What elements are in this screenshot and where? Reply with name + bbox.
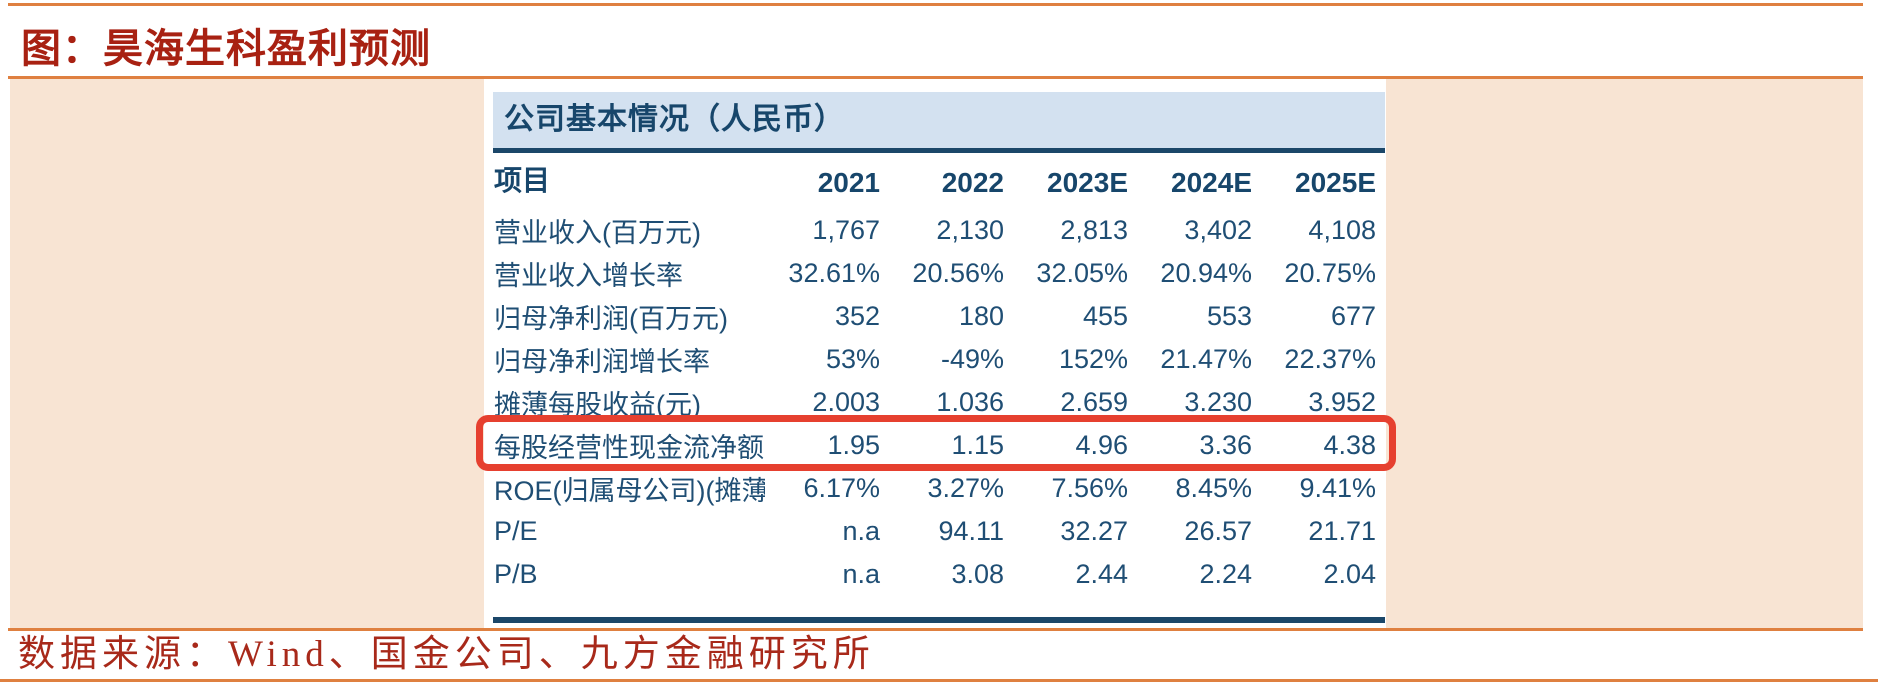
source-top-rule <box>8 628 1863 631</box>
cell-value: 53% <box>825 344 880 374</box>
table-row: P/E n.a 94.11 32.27 26.57 21.71 <box>493 510 1385 553</box>
row-label: 营业收入(百万元) <box>494 218 701 248</box>
table-row: 营业收入(百万元) 1,767 2,130 2,813 3,402 4,108 <box>493 209 1385 252</box>
cell-value: 1.95 <box>827 430 880 460</box>
cell-value: 21.71 <box>1308 516 1376 546</box>
cell-value: 20.75% <box>1284 258 1376 288</box>
cell-value: 677 <box>1330 301 1376 331</box>
cell-value: 2.003 <box>812 387 880 417</box>
cell-value: 4.96 <box>1075 430 1128 460</box>
cell-value: 7.56% <box>1051 473 1128 503</box>
column-header-2023e: 2023E <box>1047 167 1128 198</box>
cell-value: -49% <box>940 344 1004 374</box>
cell-value: 94.11 <box>938 516 1004 546</box>
row-label: 归母净利润(百万元) <box>494 304 728 334</box>
row-label: 每股经营性现金流净额 <box>494 433 764 463</box>
table-row: 归母净利润(百万元) 352 180 455 553 677 <box>493 295 1385 338</box>
cell-value: 32.61% <box>788 258 880 288</box>
cell-value: n.a <box>842 516 880 546</box>
page-title: 图：昊海生科盈利预测 <box>21 26 431 71</box>
row-label: 营业收入增长率 <box>494 261 683 291</box>
cell-value: 4,108 <box>1308 215 1376 245</box>
cell-value: 3.08 <box>951 559 1004 589</box>
financial-table-card: 公司基本情况（人民币） 项目 2021 2022 2023E 2024E 202… <box>484 79 1386 628</box>
row-label: 归母净利润增长率 <box>494 347 710 377</box>
table-band-title: 公司基本情况（人民币） <box>493 92 1385 148</box>
table-row-highlighted: 归母净利润增长率 53% -49% 152% 21.47% 22.37% <box>493 338 1385 381</box>
cell-value: 8.45% <box>1175 473 1252 503</box>
cell-value: 22.37% <box>1284 344 1376 374</box>
table-row: 摊薄每股收益(元) 2.003 1.036 2.659 3.230 3.952 <box>493 381 1385 424</box>
row-label: P/E <box>494 516 538 546</box>
table-row: 营业收入增长率 32.61% 20.56% 32.05% 20.94% 20.7… <box>493 252 1385 295</box>
cell-value: 2.24 <box>1199 559 1252 589</box>
cell-value: 2,813 <box>1060 215 1128 245</box>
column-header-2024e: 2024E <box>1171 167 1252 198</box>
column-header-2022: 2022 <box>941 167 1004 198</box>
table-bottom-rule <box>493 617 1385 623</box>
bottom-orange-rule <box>0 679 1878 682</box>
cell-value: 32.05% <box>1036 258 1128 288</box>
cell-value: n.a <box>842 559 880 589</box>
cell-value: 4.38 <box>1323 430 1376 460</box>
row-label: ROE(归属母公司)(摊薄) <box>494 476 765 506</box>
row-label: P/B <box>494 559 538 589</box>
cell-value: 3.952 <box>1308 387 1376 417</box>
cell-value: 3.230 <box>1184 387 1252 417</box>
column-header-item: 项目 <box>494 165 551 196</box>
cell-value: 3.36 <box>1199 430 1252 460</box>
cell-value: 20.94% <box>1160 258 1252 288</box>
table-row: 每股经营性现金流净额 1.95 1.15 4.96 3.36 4.38 <box>493 424 1385 467</box>
table-header-row: 项目 2021 2022 2023E 2024E 2025E <box>493 153 1385 209</box>
data-source-note: 数据来源：Wind、国金公司、九方金融研究所 <box>18 634 875 675</box>
cell-value: 1.15 <box>951 430 1004 460</box>
table-row: P/B n.a 3.08 2.44 2.24 2.04 <box>493 553 1385 596</box>
cell-value: 20.56% <box>912 258 1004 288</box>
cell-value: 9.41% <box>1299 473 1376 503</box>
band-underline-rule <box>493 148 1385 153</box>
cell-value: 26.57 <box>1184 516 1252 546</box>
financial-table: 项目 2021 2022 2023E 2024E 2025E 营业收入(百万元)… <box>493 153 1385 596</box>
figure-background-panel: 公司基本情况（人民币） 项目 2021 2022 2023E 2024E 202… <box>10 79 1863 628</box>
cell-value: 2.44 <box>1075 559 1128 589</box>
title-underline-rule <box>8 76 1863 79</box>
cell-value: 352 <box>834 301 880 331</box>
table-row: ROE(归属母公司)(摊薄) 6.17% 3.27% 7.56% 8.45% 9… <box>493 467 1385 510</box>
cell-value: 21.47% <box>1160 344 1252 374</box>
cell-value: 2,130 <box>936 215 1004 245</box>
cell-value: 1.036 <box>936 387 1004 417</box>
cell-value: 180 <box>958 301 1004 331</box>
cell-value: 152% <box>1058 344 1128 374</box>
cell-value: 3,402 <box>1184 215 1252 245</box>
cell-value: 553 <box>1206 301 1252 331</box>
cell-value: 3.27% <box>927 473 1004 503</box>
cell-value: 455 <box>1082 301 1128 331</box>
cell-value: 2.659 <box>1060 387 1128 417</box>
cell-value: 1,767 <box>812 215 880 245</box>
column-header-2021: 2021 <box>817 167 880 198</box>
cell-value: 2.04 <box>1323 559 1376 589</box>
cell-value: 6.17% <box>803 473 880 503</box>
top-orange-rule <box>8 3 1863 6</box>
column-header-2025e: 2025E <box>1295 167 1376 198</box>
row-label: 摊薄每股收益(元) <box>494 390 701 420</box>
cell-value: 32.27 <box>1060 516 1128 546</box>
